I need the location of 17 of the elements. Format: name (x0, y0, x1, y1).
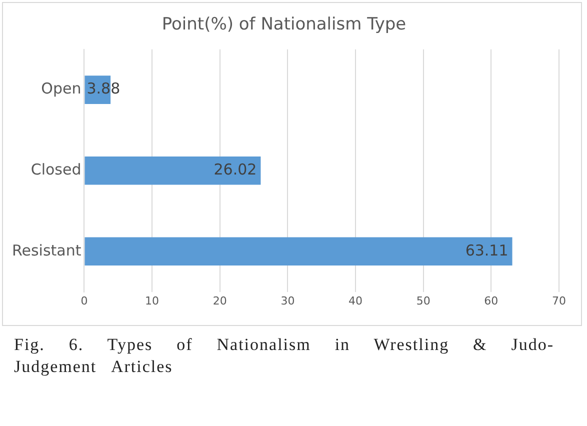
y-tick-label: Open (41, 80, 82, 98)
x-tick-label: 40 (348, 294, 363, 308)
x-tick-label: 70 (552, 294, 566, 308)
bar (84, 156, 261, 185)
y-tick-label: Resistant (12, 241, 82, 260)
data-label: 26.02 (214, 160, 257, 178)
y-tick-label: Closed (30, 160, 82, 178)
data-label: 63.11 (465, 241, 508, 260)
bar (84, 237, 512, 266)
x-tick-label: 0 (80, 294, 88, 308)
chart-title: Point(%) of Nationalism Type (162, 14, 406, 35)
x-tick-label: 30 (280, 294, 295, 308)
x-tick-label: 50 (416, 294, 430, 308)
x-tick-label: 20 (212, 294, 227, 308)
caption: Fig. 6. Types of Nationalism in Wrestling & Judo-Judgement Articles (14, 334, 554, 378)
x-tick-label: 60 (484, 294, 498, 308)
x-tick-label: 10 (145, 294, 160, 308)
